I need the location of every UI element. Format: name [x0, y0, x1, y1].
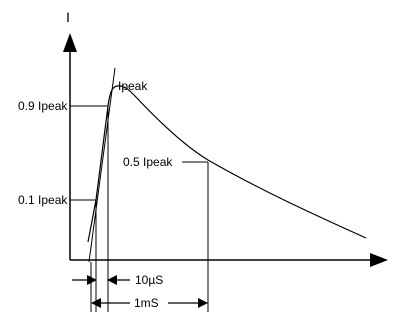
level-50-label: 0.5 Ipeak	[123, 155, 173, 169]
level-10-label: 0.1 Ipeak	[18, 193, 68, 207]
y-axis-label: I	[66, 9, 70, 25]
rise-time-label: 10µS	[135, 273, 163, 287]
x-axis-arrowhead	[370, 253, 388, 267]
peak-label: Ipeak	[118, 79, 148, 93]
level-90-label: 0.9 Ipeak	[18, 99, 68, 113]
rise-tangent-line	[88, 67, 116, 263]
decay-time-label: 1mS	[134, 296, 159, 310]
pulse-curve	[87, 85, 367, 243]
y-axis-arrowhead	[63, 33, 77, 52]
